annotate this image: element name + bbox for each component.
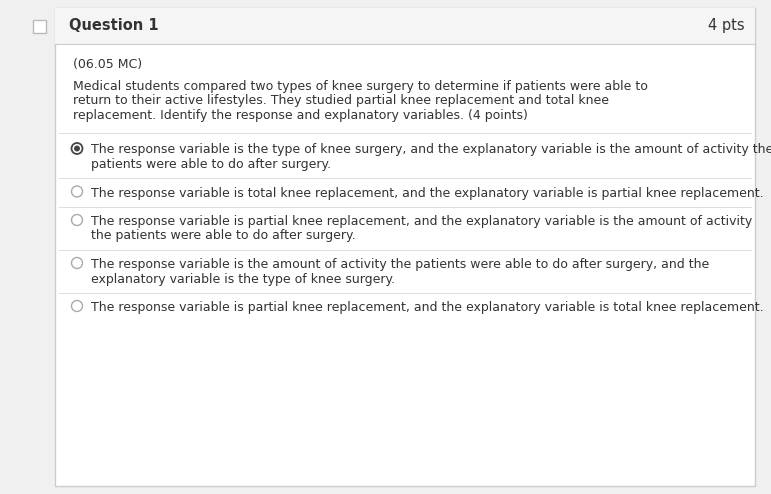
Text: patients were able to do after surgery.: patients were able to do after surgery. xyxy=(91,158,331,171)
Circle shape xyxy=(72,300,82,312)
Text: The response variable is partial knee replacement, and the explanatory variable : The response variable is partial knee re… xyxy=(91,301,763,314)
Circle shape xyxy=(72,186,82,197)
FancyBboxPatch shape xyxy=(33,20,46,33)
Circle shape xyxy=(72,257,82,269)
Text: The response variable is total knee replacement, and the explanatory variable is: The response variable is total knee repl… xyxy=(91,187,763,200)
Text: replacement. Identify the response and explanatory variables. (4 points): replacement. Identify the response and e… xyxy=(73,109,528,122)
Text: 4 pts: 4 pts xyxy=(709,18,745,34)
Text: explanatory variable is the type of knee surgery.: explanatory variable is the type of knee… xyxy=(91,273,395,286)
Text: The response variable is partial knee replacement, and the explanatory variable : The response variable is partial knee re… xyxy=(91,215,752,228)
Circle shape xyxy=(72,214,82,225)
Text: The response variable is the amount of activity the patients were able to do aft: The response variable is the amount of a… xyxy=(91,258,709,271)
Text: The response variable is the type of knee surgery, and the explanatory variable : The response variable is the type of kne… xyxy=(91,143,771,157)
Text: (06.05 MC): (06.05 MC) xyxy=(73,58,142,71)
Text: the patients were able to do after surgery.: the patients were able to do after surge… xyxy=(91,230,355,243)
Bar xyxy=(55,8,755,44)
Circle shape xyxy=(74,146,80,152)
Text: Medical students compared two types of knee surgery to determine if patients wer: Medical students compared two types of k… xyxy=(73,80,648,93)
Text: Question 1: Question 1 xyxy=(69,18,159,34)
FancyBboxPatch shape xyxy=(55,8,755,486)
Text: return to their active lifestyles. They studied partial knee replacement and tot: return to their active lifestyles. They … xyxy=(73,94,609,108)
Circle shape xyxy=(72,143,82,154)
